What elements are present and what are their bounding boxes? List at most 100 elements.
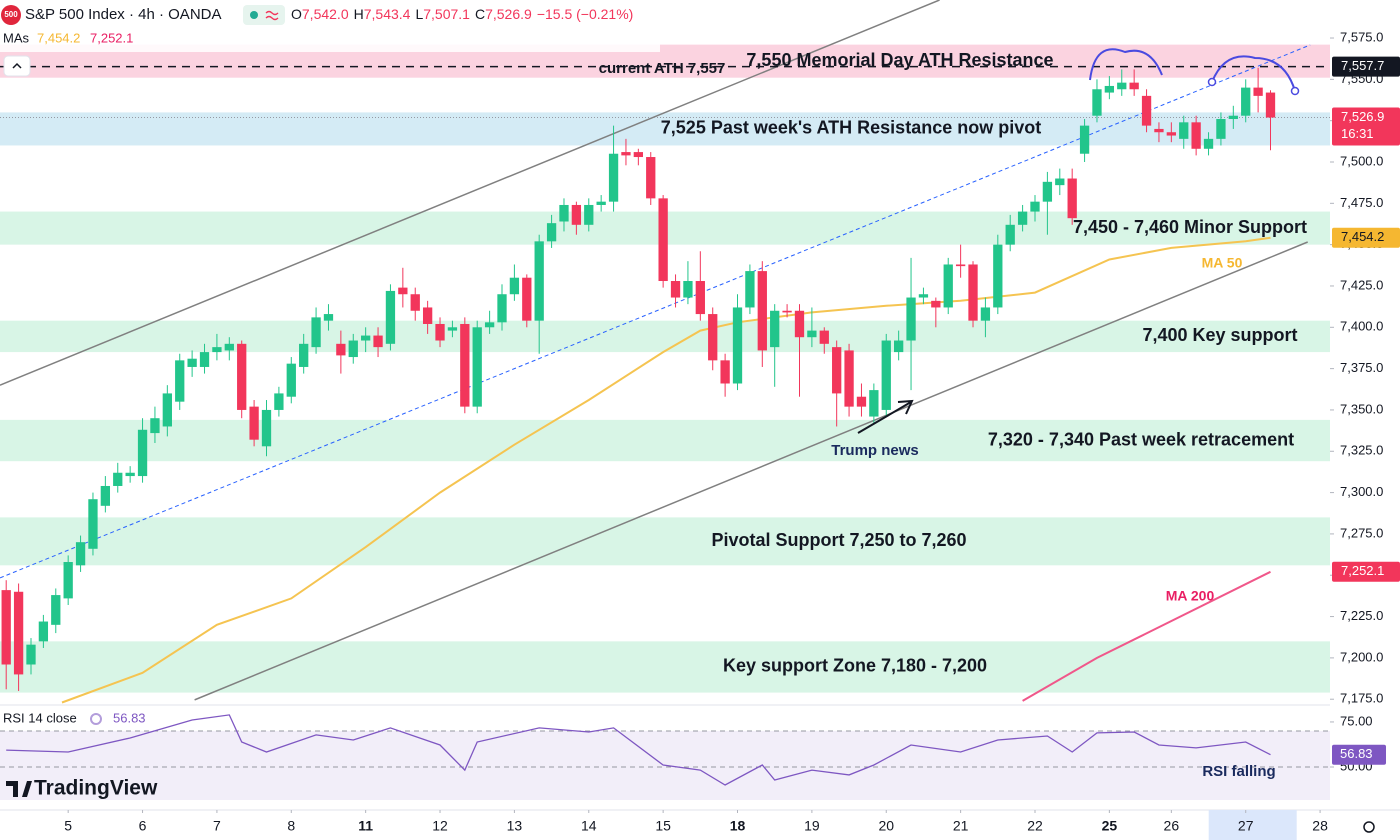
x-tick-label: 13 (507, 818, 523, 834)
candle-body (658, 198, 668, 282)
candle-body (274, 393, 284, 410)
x-tick-label: 22 (1027, 818, 1043, 834)
x-tick-label: 21 (953, 818, 969, 834)
candle-body (1228, 115, 1238, 120)
ohlc-value: 7,543.4 (364, 6, 411, 22)
candle-body (869, 390, 879, 417)
arc-point (1207, 77, 1217, 87)
x-tick-label: 18 (730, 818, 746, 834)
trend-line (0, 0, 940, 386)
status-badge[interactable] (243, 5, 285, 25)
brand-name: TradingView (34, 777, 158, 800)
settings-icon[interactable] (1363, 821, 1375, 833)
rsi-pane (0, 714, 1330, 800)
zone-label: 7,525 Past week's ATH Resistance now piv… (661, 118, 1041, 138)
candle-body (1055, 178, 1065, 186)
candle-body (1117, 82, 1127, 90)
y-tick-label: 7,275.0 (1340, 525, 1383, 540)
candle-body (534, 241, 544, 321)
ohlc-key: C (475, 6, 485, 22)
candle-body (1092, 89, 1102, 116)
candle-body (162, 393, 172, 427)
candle-body (249, 406, 259, 440)
mas-label: MAs (3, 30, 30, 45)
rsi-annotation: RSI falling (1202, 763, 1275, 780)
trend-line (194, 241, 1308, 701)
candle-body (584, 204, 594, 225)
candle-body (621, 152, 631, 156)
arc (1211, 55, 1296, 92)
candle-body (100, 485, 111, 506)
price-tag (1332, 56, 1400, 77)
main-pane (0, 0, 1330, 704)
x-tick-label: 7 (213, 818, 221, 834)
ohlc-key: O (291, 6, 302, 22)
price-tag-label: 7,252.1 (1341, 563, 1384, 578)
candle-body (844, 350, 854, 407)
candle-body (199, 352, 210, 367)
y-tick-label: 7,400.0 (1340, 319, 1383, 334)
price-tag (1332, 227, 1400, 248)
header-bg (0, 0, 660, 52)
candle-body (856, 396, 867, 407)
status-dot (250, 11, 258, 19)
candle-body (125, 472, 135, 477)
ma-legend-value: 7,454.2 (37, 30, 80, 45)
candle-body (472, 327, 482, 407)
x-tick-label: 20 (878, 818, 894, 834)
moving-average (1022, 570, 1271, 702)
candle-body (1141, 95, 1152, 126)
x-tick-label: 6 (139, 818, 147, 834)
price-tag-sub: 16:31 (1341, 126, 1374, 141)
candle-body (770, 310, 780, 348)
rsi-label: RSI 14 close (3, 710, 77, 725)
candle-body (1154, 128, 1164, 133)
x-tick-label: 11 (358, 818, 373, 834)
candle-body (1253, 87, 1263, 96)
candle-body (336, 343, 346, 356)
candle-body (1203, 138, 1214, 149)
zone (0, 419, 1330, 462)
candle-body (150, 418, 160, 434)
y-tick-label: 7,375.0 (1340, 360, 1383, 375)
x-tick-label: 19 (804, 818, 820, 834)
candle-body (175, 360, 185, 402)
candle-body (931, 300, 941, 308)
candle-body (1166, 132, 1176, 136)
candle-body (497, 294, 507, 323)
candle-body (1042, 181, 1053, 202)
ohlc-legend: O7,542.0 H7,543.4 L7,507.1 C7,526.9 −15.5 (−… (291, 6, 633, 22)
candle-body (447, 327, 458, 331)
candle-body (571, 204, 582, 225)
candle-body (286, 363, 296, 397)
candle-body (422, 307, 433, 324)
candle-body (323, 314, 334, 321)
zone (0, 641, 1330, 693)
zone-label: 7,550 Memorial Day ATH Resistance (746, 50, 1053, 70)
candle-body (311, 317, 321, 348)
y-tick-label: 7,575.0 (1340, 29, 1383, 44)
ohlc-key: L (415, 6, 423, 22)
x-tick-label: 28 (1312, 818, 1328, 834)
candle-body (484, 322, 495, 328)
candle-body (1030, 201, 1040, 212)
candle-body (732, 307, 743, 384)
candle-body (546, 223, 557, 242)
candle-body (881, 340, 891, 410)
arc-point (1290, 86, 1300, 96)
candle-body (460, 323, 470, 407)
candle-body (745, 271, 755, 308)
y-tick-label: 7,475.0 (1340, 195, 1383, 210)
rsi-value: 56.83 (113, 710, 146, 725)
candle-body (720, 360, 730, 384)
candle-body (1, 590, 11, 665)
candle-body (237, 343, 247, 410)
collapse-icon (12, 62, 22, 69)
zone-label: Pivotal Support 7,250 to 7,260 (711, 530, 966, 550)
x-tick-label: 15 (655, 818, 671, 834)
candle-body (943, 264, 953, 308)
ohlc-key: H (354, 6, 364, 22)
zone-label: 7,450 - 7,460 Minor Support (1073, 217, 1307, 237)
candle-body (757, 271, 767, 351)
collapse-button[interactable] (3, 55, 31, 77)
